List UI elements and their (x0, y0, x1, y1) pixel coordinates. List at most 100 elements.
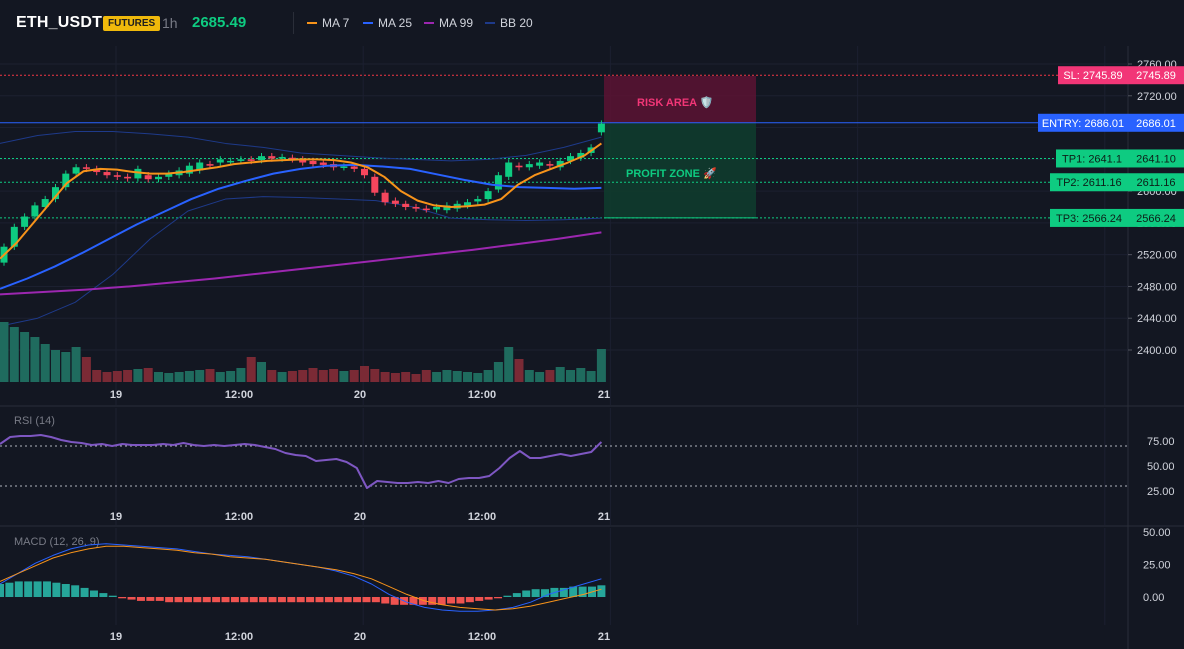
profit-zone (604, 122, 756, 218)
entry-axis-label: 2686.01 (1136, 118, 1176, 130)
macd-histogram-bar (353, 597, 362, 603)
tp2-axis-label-bg (1128, 173, 1184, 192)
macd-histogram-bar (306, 597, 315, 603)
macd-histogram-bar (33, 581, 42, 597)
macd-histogram-bar (202, 597, 211, 603)
volume-bar (298, 370, 308, 382)
candle-body (237, 159, 245, 161)
macd-histogram-bar (249, 597, 258, 603)
candle-body (309, 160, 317, 165)
candle-body (422, 208, 430, 211)
volume-bar (0, 322, 9, 382)
candle-body (484, 191, 492, 200)
macd-title: MACD (12, 26, 9) (14, 536, 100, 548)
volume-bar (596, 349, 606, 382)
candle-body (433, 207, 441, 210)
volume-bar (586, 371, 596, 382)
bb-upper-band (0, 131, 602, 162)
macd-tick-label: 50.00 (1143, 527, 1171, 539)
volume-bar (349, 370, 359, 382)
volume-bar (514, 359, 524, 382)
candle-body (525, 164, 533, 168)
volume-bar (473, 373, 483, 382)
market-badge: FUTURES (103, 16, 161, 31)
volume-bar (566, 370, 575, 382)
candle-body (206, 164, 214, 166)
candle-body (494, 175, 502, 190)
candle-body (103, 172, 111, 176)
legend-ma25[interactable]: MA 25 (363, 16, 412, 30)
price-tick-label: 2400.00 (1137, 345, 1177, 357)
candle-body (41, 199, 49, 207)
timeframe-selector[interactable]: 1h (162, 15, 178, 31)
macd-histogram-bar (61, 584, 70, 597)
volume-bar (154, 372, 163, 382)
price-tick-label: 2720.00 (1137, 91, 1177, 103)
legend-ma99[interactable]: MA 99 (424, 16, 473, 30)
legend-label: MA 99 (439, 16, 474, 30)
price-tick-label: 2520.00 (1137, 250, 1177, 262)
entry-axis-label-bg (1128, 113, 1184, 132)
candle-body (52, 187, 59, 200)
macd-histogram-bar (146, 597, 155, 601)
macd-histogram-bar (136, 597, 145, 601)
macd-histogram-bar (334, 597, 343, 603)
candle-body (185, 165, 193, 174)
macd-histogram-bar (268, 597, 277, 603)
legend-ma7[interactable]: MA 7 (307, 16, 349, 30)
tp1-axis-label: 2641.10 (1136, 153, 1176, 165)
legend-bb20[interactable]: BB 20 (485, 16, 533, 30)
entry-label-bg (1038, 113, 1128, 132)
candle-body (113, 175, 121, 177)
candle-body (31, 205, 39, 217)
bb20-swatch-icon (485, 22, 495, 24)
time-label: 21 (598, 631, 610, 643)
volume-bar (61, 352, 71, 382)
volume-bar (493, 362, 503, 382)
macd-histogram-bar (277, 597, 286, 603)
ma99-line (0, 231, 602, 296)
entry-label: ENTRY: 2686.01 (1042, 118, 1124, 130)
macd-histogram-bar (5, 582, 14, 597)
tp3-axis-label: 2566.24 (1136, 213, 1176, 225)
macd-histogram-bar (475, 597, 484, 601)
tp3-label: TP3: 2566.24 (1056, 213, 1122, 225)
candle-body (124, 176, 132, 179)
candle-body (402, 203, 410, 207)
candle-body (10, 226, 18, 247)
volume-bar (133, 369, 143, 382)
bb-lower-band (0, 196, 602, 327)
symbol-name[interactable]: ETH_USDT (16, 14, 103, 31)
volume-bar (411, 374, 421, 382)
legend-label: MA 25 (378, 16, 413, 30)
macd-tick-label: 25.00 (1143, 560, 1171, 572)
sl-label: SL: 2745.89 (1063, 70, 1122, 82)
header-divider (293, 12, 294, 34)
rsi-tick-label: 50.00 (1147, 461, 1175, 473)
macd-histogram-bar (324, 597, 333, 603)
volume-bar (308, 368, 318, 382)
volume-bar (287, 371, 297, 382)
candle-body (536, 162, 544, 166)
macd-histogram-bar (71, 585, 80, 597)
sl-label-bg (1058, 66, 1128, 85)
macd-histogram-bar (221, 597, 230, 603)
ma25-line (0, 163, 602, 290)
candle-body (227, 160, 235, 163)
macd-signal-line (0, 545, 602, 611)
volume-bar (174, 372, 184, 382)
candle-body (268, 156, 276, 159)
candle-body (464, 202, 471, 206)
legend-label: BB 20 (500, 16, 533, 30)
macd-histogram-bar (531, 589, 540, 597)
volume-bar (236, 368, 246, 382)
candle-body (474, 199, 482, 202)
candle-body (134, 168, 142, 179)
candle-body (515, 165, 523, 168)
risk-area-label: RISK AREA 🛡️ (637, 96, 713, 109)
macd-histogram-bar (174, 597, 183, 603)
last-price: 2685.49 (192, 14, 247, 31)
macd-histogram-bar (597, 585, 606, 597)
sl-axis-label: 2745.89 (1136, 70, 1176, 82)
